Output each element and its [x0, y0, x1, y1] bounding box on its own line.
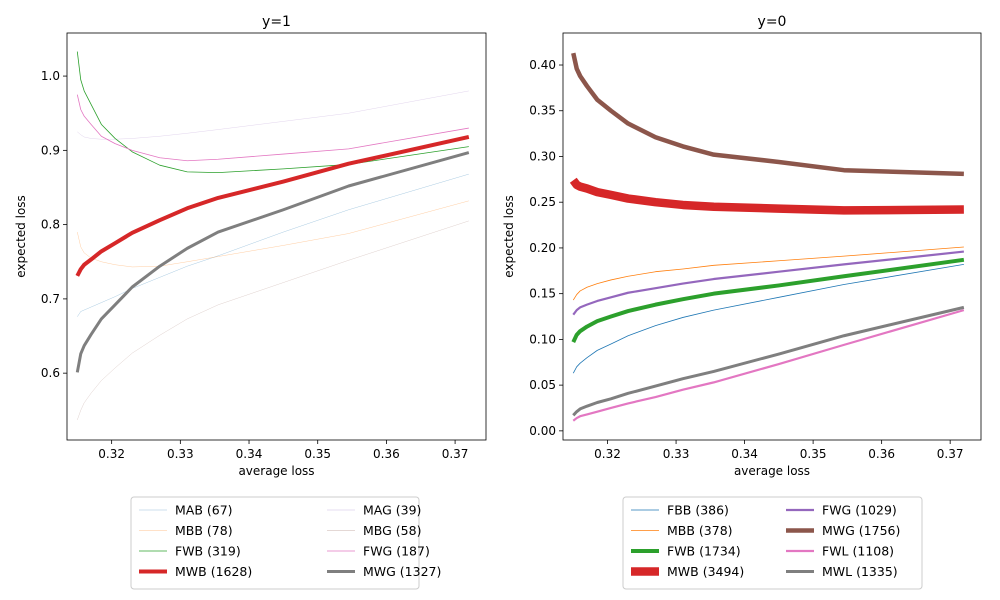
y-tick-label: 0.7 — [41, 292, 60, 306]
x-axis-label: average loss — [734, 464, 810, 478]
series-line-mwg — [75, 151, 470, 373]
series-lines — [75, 51, 470, 420]
legend-label: FWL (1108) — [822, 544, 894, 559]
x-tick-label: 0.36 — [868, 447, 895, 461]
y-tick-label: 0.35 — [529, 104, 556, 118]
legend-label: MAG (39) — [363, 503, 421, 518]
series-line-mwb — [569, 177, 964, 215]
y-tick-label: 0.8 — [41, 218, 60, 232]
series-line-mbg — [77, 220, 469, 420]
legend: FBB (386) MBB (378) FWB (1734) MWB (3494) FW… — [622, 496, 923, 590]
y-tick-label: 0.20 — [529, 241, 556, 255]
y-tick-label: 0.9 — [41, 143, 60, 157]
x-tick-label: 0.35 — [800, 447, 827, 461]
legend-label: FWG (187) — [363, 544, 430, 559]
y-tick-label: 0.25 — [529, 195, 556, 209]
legend-label: FWB (319) — [175, 544, 241, 559]
x-tick-label: 0.34 — [236, 447, 263, 461]
chart-title: y=1 — [262, 14, 291, 30]
y-axis-label: expected loss — [502, 195, 516, 278]
series-line-mab — [77, 173, 469, 317]
y-tick-label: 0.40 — [529, 58, 556, 72]
x-tick-label: 0.37 — [442, 447, 469, 461]
x-tick-label: 0.32 — [98, 447, 125, 461]
series-line-fwb — [76, 51, 469, 174]
series-line-mwg — [571, 52, 964, 177]
legend-label: MBB (78) — [175, 523, 233, 538]
x-tick-label: 0.37 — [937, 447, 964, 461]
series-line-fbb — [572, 264, 964, 374]
legend-label: MBB (378) — [667, 523, 733, 538]
legend-label: MWG (1756) — [822, 523, 900, 538]
x-tick-label: 0.33 — [167, 447, 194, 461]
series-line-mwb — [75, 135, 470, 277]
y-tick-label: 0.15 — [529, 287, 556, 301]
y-tick-label: 0.30 — [529, 149, 556, 163]
series-line-mbb — [572, 246, 964, 301]
x-tick-label: 0.35 — [304, 447, 331, 461]
series-lines — [569, 52, 965, 422]
y-tick-label: 0.05 — [529, 378, 556, 392]
x-tick-label: 0.36 — [373, 447, 400, 461]
y-tick-label: 0.00 — [529, 424, 556, 438]
x-axis-label: average loss — [238, 464, 314, 478]
legend-box — [622, 496, 923, 590]
y-axis-label: expected loss — [14, 195, 28, 278]
right-axes-y0: y=0 0.32 0.33 0.34 0.35 0.36 0.37 0.00 0.05 0.10 0… — [502, 14, 982, 590]
legend-label: MWB (3494) — [667, 564, 744, 579]
chart-title: y=0 — [758, 14, 787, 30]
y-tick-label: 0.10 — [529, 332, 556, 346]
series-line-fwg — [76, 94, 469, 162]
series-line-mbb — [77, 200, 469, 268]
x-tick-label: 0.33 — [663, 447, 690, 461]
legend-label: FWG (1029) — [822, 503, 897, 518]
legend-label: MBG (58) — [363, 523, 421, 538]
x-tick-label: 0.32 — [594, 447, 621, 461]
series-line-mwl — [572, 305, 965, 417]
y-tick-label: 0.6 — [41, 366, 60, 380]
left-axes-y1: y=1 0.32 0.33 0.34 0.35 0.36 0.37 0.6 0.7 0.8 0.9 1… — [14, 14, 487, 590]
series-line-mag — [77, 90, 469, 140]
legend-label: MWL (1335) — [822, 564, 898, 579]
y-tick-label: 1.0 — [41, 69, 60, 83]
x-tick-label: 0.34 — [731, 447, 758, 461]
legend-label: MAB (67) — [175, 503, 233, 518]
series-line-fwg — [572, 250, 964, 316]
legend: MAB (67) MBB (78) FWB (319) MWB (1628) MAG (… — [130, 496, 441, 590]
plot-frame — [562, 32, 982, 441]
plot-frame — [66, 32, 487, 441]
legend-box — [130, 496, 420, 590]
legend-label: FBB (386) — [667, 503, 729, 518]
legend-label: MWB (1628) — [175, 564, 252, 579]
series-line-fwb — [571, 257, 965, 343]
legend-label: MWG (1327) — [363, 564, 441, 579]
series-line-fwl — [572, 309, 965, 422]
legend-label: FWB (1734) — [667, 544, 741, 559]
